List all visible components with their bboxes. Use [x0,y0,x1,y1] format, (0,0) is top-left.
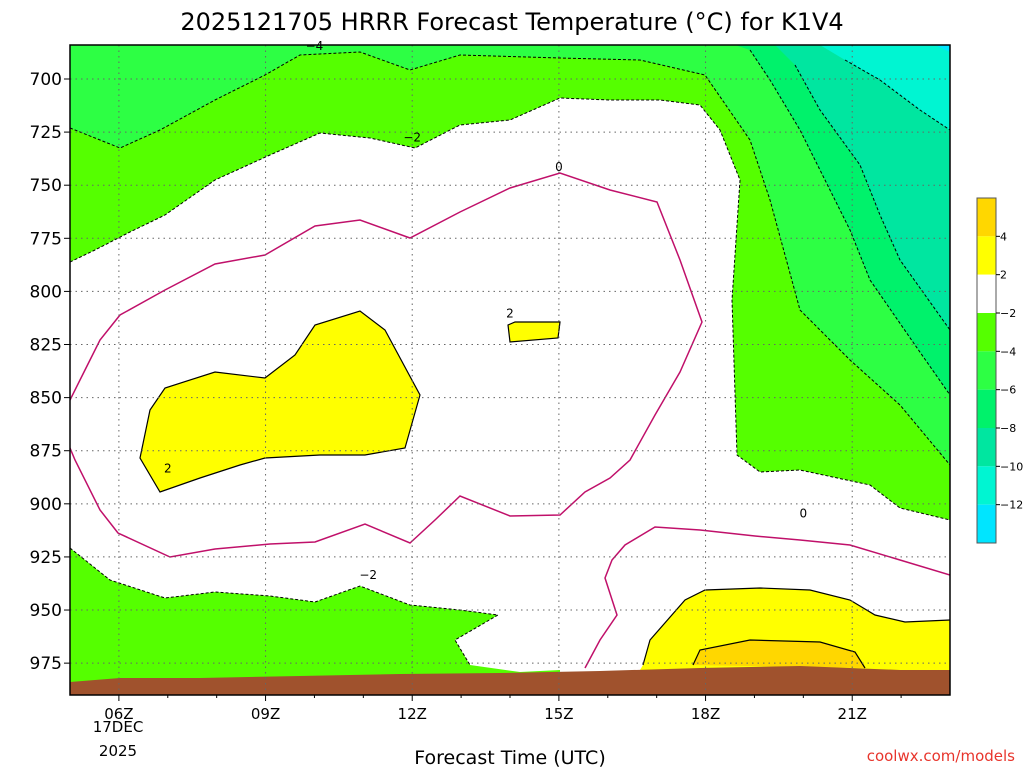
contour-plus4 [692,639,866,669]
y-tick-label: 925 [30,548,62,568]
region-above-4 [693,640,865,668]
contour-zero-lower [584,526,950,669]
contour-label: 0 [555,160,563,174]
colorbar-tick-label: −6 [1000,384,1016,397]
colorbar-frame [976,197,997,544]
colorbar-bin [977,351,996,390]
y-tick-label: 725 [30,123,62,143]
colorbar-bin [977,274,996,313]
colorbar-tick-label: 2 [1000,269,1007,282]
contour-label: −2 [403,130,421,144]
chart-title: 2025121705 HRRR Forecast Temperature (°C… [180,8,843,36]
y-tick-label: 700 [30,70,62,90]
colorbar-bin [977,428,996,467]
credit-link[interactable]: coolwx.com/models [867,747,1015,765]
plot-area [70,45,950,695]
colorbar-tick-label: 4 [1000,230,1007,243]
region-2-to-4-left [140,311,420,492]
date-label-year: 2025 [99,742,137,760]
x-tick-label: 06Z [104,705,133,723]
y-tick-label: 825 [30,336,62,356]
contour-minus4 [70,51,950,466]
grid-lines [70,45,950,695]
contour-labels: −4 −2 0 2 2 −2 0 [164,39,808,582]
y-tick-label: 850 [30,389,62,409]
ground-terrain [70,666,950,695]
colorbar-tick-label: −8 [1000,422,1016,435]
region-minus10-to-minus12 [820,45,950,130]
colorbar: 4 2 −2 −4 −6 −8 −10 −12 [976,197,1023,544]
contour-label: 2 [164,462,172,476]
date-label-day: 17DEC [93,718,144,736]
colorbar-tick-label: −10 [1000,460,1023,473]
y-tick-label: 900 [30,495,62,515]
colorbar-tick-label: −12 [1000,499,1023,512]
y-axis: 700 725 750 775 800 825 850 875 900 925 950 975 [30,70,70,674]
x-tick-label: 21Z [838,705,867,723]
colorbar-bin [977,504,996,543]
region-minus8-to-minus10 [775,45,950,330]
y-tick-label: 975 [30,654,62,674]
colorbar-tick-label: −2 [1000,307,1016,320]
contour-minus2-upper [70,97,950,521]
x-axis: 06Z 09Z 12Z 15Z 18Z 21Z [104,695,902,723]
contour-plus2-lower-right [642,587,950,666]
region-minus2-to-minus4-lower [70,548,560,695]
contour-plus2-left [139,310,421,493]
colorbar-bin [977,313,996,352]
x-tick-label: 12Z [398,705,427,723]
y-tick-label: 775 [30,229,62,249]
contour-label: −2 [359,568,377,582]
region-2-to-4-small [508,322,560,342]
contour-minus6 [749,49,950,396]
colorbar-bin [977,236,996,275]
x-tick-label: 18Z [691,705,720,723]
contour-label: −4 [306,39,324,53]
contour-zero-main [70,172,703,558]
colorbar-bin [977,198,996,237]
contour-label: 0 [800,506,808,520]
colorbar-bin [977,389,996,428]
region-below-minus12 [935,45,950,52]
colorbar-bin [977,466,996,505]
contour-label: 2 [506,307,514,321]
x-tick-label: 15Z [544,705,573,723]
x-axis-label: Forecast Time (UTC) [414,747,605,768]
colorbar-tick-label: −4 [1000,345,1016,358]
contour-minus10 [844,59,950,131]
y-tick-label: 750 [30,176,62,196]
y-tick-label: 800 [30,282,62,302]
y-tick-label: 950 [30,601,62,621]
contour-plus2-small [507,321,561,343]
x-tick-label: 09Z [251,705,280,723]
y-tick-label: 875 [30,442,62,462]
contour-minus8 [794,64,950,331]
